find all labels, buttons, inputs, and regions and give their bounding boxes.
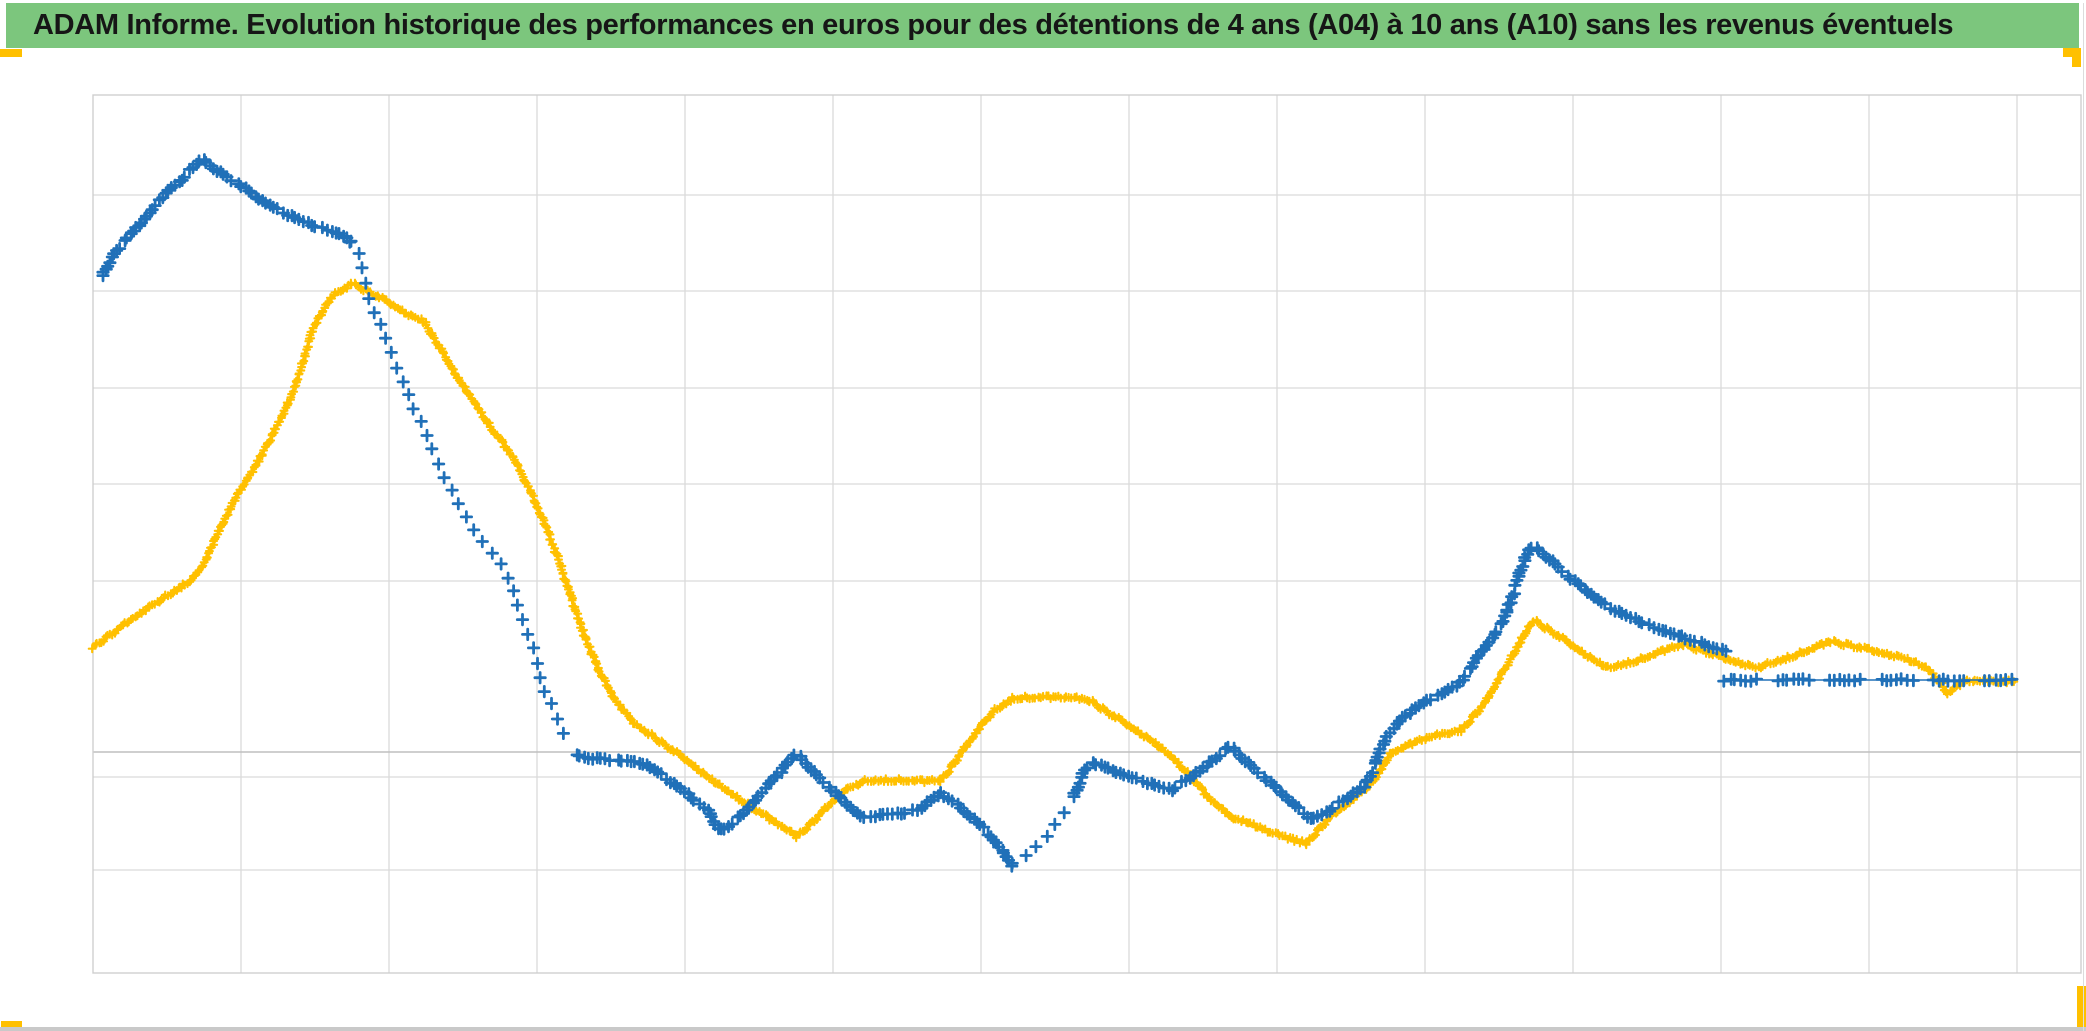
window-bottom-bar (0, 1027, 2086, 1031)
frame-accent-top-right-corner-v (2072, 48, 2081, 67)
series-markers (1067, 740, 1235, 804)
frame-accent-bottom-left-tab (1, 1021, 22, 1028)
series-markers (1825, 636, 2019, 699)
series-gold-thick-marker-series[interactable] (87, 278, 2019, 850)
plot-area-border (92, 94, 2082, 974)
chart-gridlines (93, 95, 2081, 973)
series-markers (794, 749, 1019, 870)
series-markers (1528, 615, 1687, 673)
chart-title-bar: ADAM Informe. Evolution historique des p… (6, 3, 2079, 48)
series-markers (1456, 618, 1538, 737)
series-markers (87, 278, 356, 654)
series-markers (1530, 541, 1733, 658)
series-markers (418, 317, 653, 738)
series-markers (346, 278, 428, 327)
series-markers (1717, 672, 2019, 688)
chart-title: ADAM Informe. Evolution historique des p… (33, 9, 1954, 41)
series-markers (96, 154, 206, 283)
series-markers (197, 153, 358, 248)
frame-accent-top-left-tab (0, 49, 22, 57)
frame-accent-right-strip (2077, 986, 2086, 1028)
series-markers (1227, 541, 1538, 825)
series-blue-cross-marker-series[interactable] (96, 153, 2019, 873)
window-right-edge (2083, 3, 2084, 1031)
series-markers (1084, 695, 1311, 848)
series-markers (935, 691, 1094, 787)
series-markers (570, 748, 801, 836)
series-markers (1005, 806, 1071, 873)
series-markers (343, 235, 570, 740)
series-line (939, 695, 1091, 782)
